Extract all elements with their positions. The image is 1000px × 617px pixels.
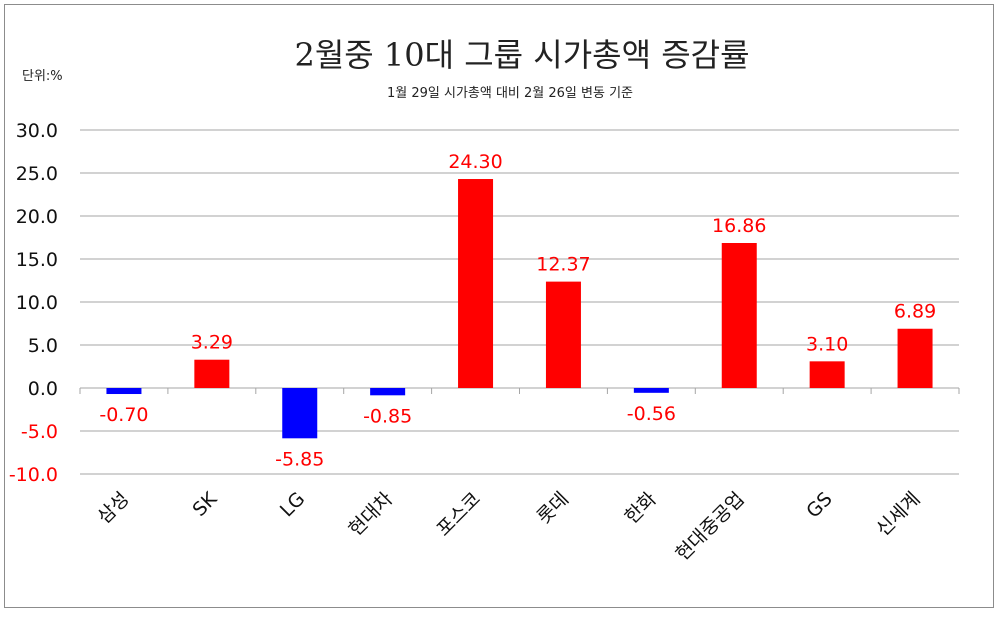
y-tick-label: -5.0: [21, 421, 58, 443]
data-label: 3.29: [191, 332, 233, 354]
y-tick-label: 10.0: [16, 292, 58, 314]
data-label: 12.37: [536, 254, 590, 276]
data-label: 16.86: [712, 215, 766, 237]
y-tick-label: 25.0: [16, 163, 58, 185]
bar: [633, 388, 669, 393]
unit-label: 단위:%: [22, 69, 63, 84]
bar: [106, 388, 142, 395]
data-label: 6.89: [894, 301, 936, 323]
x-tick-label: GS: [802, 488, 837, 523]
y-tick-label: 30.0: [16, 120, 58, 142]
data-label: -0.85: [363, 405, 412, 427]
data-label: -5.85: [275, 448, 324, 470]
y-axis-ticks: 30.0 25.0 20.0 15.0 10.0 5.0 0.0 -5.0 -10.0: [9, 120, 58, 486]
bar: [897, 328, 933, 388]
x-tick-label: LG: [276, 488, 309, 521]
x-tick-label: 롯데: [533, 488, 573, 528]
data-label: -0.70: [99, 404, 148, 426]
bar: [282, 388, 318, 439]
y-tick-label: 15.0: [16, 249, 58, 271]
data-label: -0.56: [627, 403, 676, 425]
x-tick-label: SK: [188, 488, 221, 521]
gridlines: [79, 129, 960, 475]
data-label: 24.30: [448, 151, 502, 173]
y-tick-label: -10.0: [9, 464, 58, 486]
bar: [545, 281, 581, 388]
chart-subtitle: 1월 29일 시가총액 대비 2월 26일 변동 기준: [387, 86, 633, 101]
chart-title: 2월중 10대 그룹 시가총액 증감률: [294, 36, 749, 74]
x-tick-label: 현대차: [345, 488, 398, 541]
bar: [370, 388, 406, 396]
data-label: 3.10: [806, 333, 848, 355]
y-tick-label: 20.0: [16, 206, 58, 228]
bars: [106, 179, 933, 439]
x-tick-label: 삼성: [93, 488, 133, 528]
x-tick-label: 포스코: [432, 488, 485, 541]
x-tick-label: 현대중공업: [671, 488, 748, 565]
bar: [458, 179, 494, 388]
bar: [194, 359, 230, 388]
y-tick-label: 0.0: [28, 378, 58, 400]
data-labels: -0.70 3.29 -5.85 -0.85 24.30 12.37 -0.56 16.86 3…: [99, 151, 936, 470]
bar: [721, 243, 757, 388]
x-tick-label: 신세계: [872, 488, 925, 541]
x-axis-ticks: 삼성 SK LG 현대차 포스코 롯데 한화 현대중공업 GS 신세계: [93, 488, 924, 566]
bar: [809, 361, 845, 388]
chart-frame: [4, 4, 994, 608]
y-tick-label: 5.0: [28, 335, 58, 357]
x-tick-label: 한화: [621, 488, 661, 528]
